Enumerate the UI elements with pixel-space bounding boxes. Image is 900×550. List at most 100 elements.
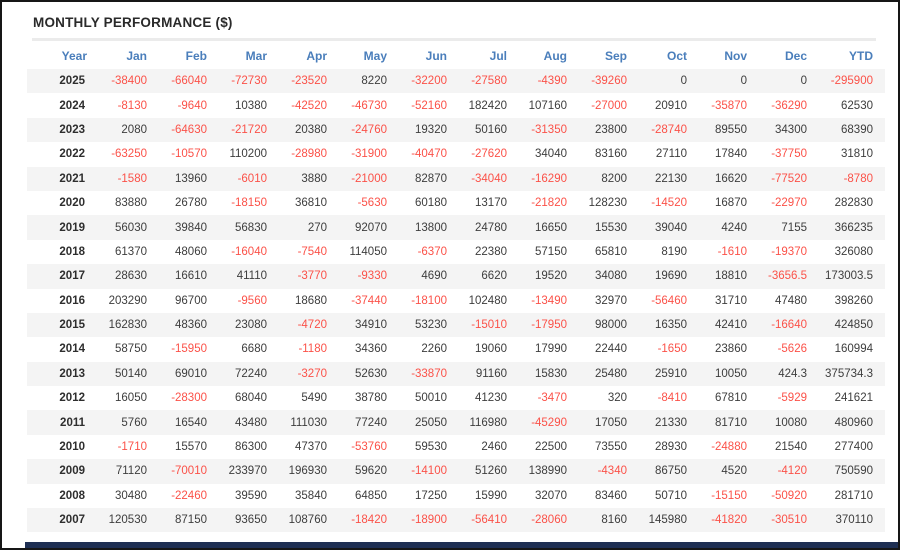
value-cell-jan: 83880 [115, 197, 147, 210]
value-cell-sep: -4340 [597, 465, 627, 478]
value-cell-may: 34910 [355, 319, 387, 332]
value-cell-may: 77240 [355, 416, 387, 429]
value-cell-dec: -36290 [771, 99, 807, 112]
value-cell-feb: 87150 [175, 514, 207, 527]
value-cell-may: 8220 [361, 75, 387, 88]
value-cell-ytd: 366235 [834, 221, 873, 234]
value-cell-nov: 16620 [715, 172, 747, 185]
value-cell-dec: -5626 [777, 343, 807, 356]
value-cell-nov: 10050 [715, 367, 747, 380]
value-cell-feb: 15570 [175, 441, 207, 454]
year-cell: 2010 [59, 441, 85, 454]
value-cell-jul: 6620 [481, 270, 507, 283]
value-cell-aug: 107160 [528, 99, 567, 112]
value-cell-dec: 7155 [781, 221, 807, 234]
value-cell-jun: -52160 [411, 99, 447, 112]
value-cell-dec: -37750 [771, 148, 807, 161]
value-cell-jul: 13170 [475, 197, 507, 210]
value-cell-jul: -27580 [471, 75, 507, 88]
value-cell-feb: -10570 [171, 148, 207, 161]
value-cell-nov: 4240 [721, 221, 747, 234]
value-cell-jul: -15010 [471, 319, 507, 332]
column-header-feb: Feb [185, 49, 207, 63]
value-cell-apr: 47370 [295, 441, 327, 454]
value-cell-apr: 35840 [295, 489, 327, 502]
column-header-oct: Oct [666, 49, 687, 63]
year-cell: 2011 [60, 416, 85, 429]
value-cell-apr: 5490 [301, 392, 327, 405]
year-cell: 2007 [59, 514, 85, 527]
value-cell-sep: 320 [607, 392, 627, 405]
value-cell-jun: 4690 [421, 270, 447, 283]
value-cell-may: -18420 [351, 514, 387, 527]
value-cell-sep: 15530 [595, 221, 627, 234]
value-cell-feb: -28300 [171, 392, 207, 405]
value-cell-apr: 111030 [290, 416, 327, 429]
value-cell-aug: -21820 [531, 197, 567, 210]
value-cell-ytd: 480960 [834, 416, 873, 429]
value-cell-dec: -5929 [777, 392, 807, 405]
value-cell-jun: 82870 [415, 172, 447, 185]
value-cell-nov: -1610 [717, 245, 747, 258]
table-row-2014: 2014 58750 -15950 6680 -1180 34360 2260 19060 17… [27, 337, 885, 362]
panel-title: MONTHLY PERFORMANCE ($) [33, 15, 233, 30]
value-cell-feb: 69010 [175, 367, 207, 380]
value-cell-jan: 16050 [115, 392, 147, 405]
value-cell-mar: 10380 [235, 99, 267, 112]
value-cell-apr: 3880 [301, 172, 327, 185]
column-header-jun: Jun [425, 49, 447, 63]
value-cell-dec: 424.3 [778, 367, 807, 380]
value-cell-apr: -4720 [297, 319, 327, 332]
value-cell-sep: 65810 [595, 245, 627, 258]
value-cell-aug: -28060 [531, 514, 567, 527]
table-row-2015: 2015 162830 48360 23080 -4720 34910 53230 -1501… [27, 312, 885, 338]
value-cell-apr: -7540 [297, 245, 327, 258]
value-cell-jan: -63250 [111, 148, 147, 161]
value-cell-mar: 43480 [235, 416, 267, 429]
value-cell-ytd: 62530 [841, 99, 873, 112]
year-cell: 2016 [59, 294, 85, 307]
value-cell-nov: 89550 [715, 123, 747, 136]
value-cell-nov: 42410 [715, 319, 747, 332]
value-cell-mar: 68040 [235, 392, 267, 405]
value-cell-feb: 48060 [175, 245, 207, 258]
column-header-sep: Sep [604, 49, 627, 63]
value-cell-may: -21000 [351, 172, 387, 185]
table-row-2011: 2011 5760 16540 43480 111030 77240 25050 116980… [27, 410, 885, 435]
value-cell-oct: 39040 [655, 221, 687, 234]
table-row-2007: 2007 120530 87150 93650 108760 -18420 -18900 -5… [27, 508, 885, 533]
value-cell-jul: 22380 [475, 245, 507, 258]
value-cell-apr: 270 [307, 221, 327, 234]
value-cell-jun: -32200 [411, 75, 447, 88]
value-cell-sep: 98000 [595, 319, 627, 332]
value-cell-feb: 26780 [175, 197, 207, 210]
value-cell-jun: -18100 [411, 294, 447, 307]
value-cell-aug: -45290 [531, 416, 567, 429]
year-cell: 2008 [59, 489, 85, 502]
value-cell-dec: 47480 [775, 294, 807, 307]
value-cell-apr: -23520 [291, 75, 327, 88]
year-cell: 2009 [59, 465, 85, 478]
table-row-2020: 2020 83880 26780 -18150 36810 -5630 60180 13170… [27, 190, 885, 216]
value-cell-sep: 128230 [588, 197, 627, 210]
value-cell-may: -5630 [357, 197, 387, 210]
value-cell-sep: 25480 [595, 367, 627, 380]
value-cell-aug: -17950 [531, 319, 567, 332]
value-cell-dec: -30510 [771, 514, 807, 527]
year-cell: 2023 [59, 123, 85, 136]
value-cell-jun: 53230 [415, 319, 447, 332]
value-cell-may: -9330 [357, 270, 387, 283]
value-cell-apr: 20380 [295, 123, 327, 136]
value-cell-dec: 10080 [775, 416, 807, 429]
value-cell-sep: 17050 [595, 416, 627, 429]
value-cell-mar: 72240 [235, 367, 267, 380]
value-cell-jul: 51260 [475, 465, 507, 478]
value-cell-apr: -1180 [298, 343, 327, 356]
value-cell-feb: -66040 [171, 75, 207, 88]
value-cell-jul: 19060 [475, 343, 507, 356]
value-cell-sep: 83160 [595, 148, 627, 161]
value-cell-jun: 60180 [415, 197, 447, 210]
value-cell-jul: 116980 [469, 416, 507, 429]
value-cell-jun: -14100 [411, 465, 447, 478]
value-cell-oct: 28930 [655, 441, 687, 454]
